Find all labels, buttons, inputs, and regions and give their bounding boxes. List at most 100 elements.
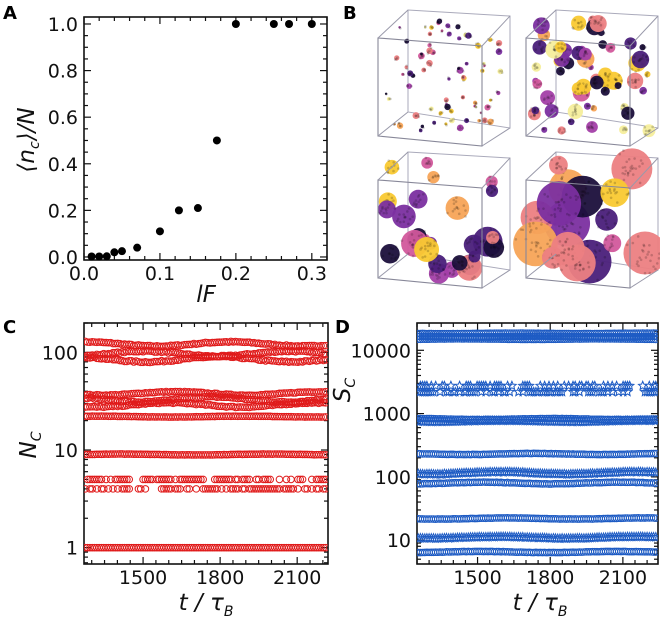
particle-shade (560, 57, 564, 61)
particle-shade (486, 105, 490, 109)
particle-shade (427, 178, 431, 182)
particle-shade (647, 250, 650, 254)
cluster (404, 38, 410, 44)
particle-shade (461, 70, 465, 73)
particle-shade (565, 193, 568, 196)
cluster (446, 31, 452, 37)
particle-shade (431, 176, 435, 179)
particle-shade (556, 262, 560, 266)
cluster-body (487, 118, 494, 125)
particle-shade (606, 234, 610, 237)
particle-shade (623, 165, 627, 169)
cluster-body (472, 100, 478, 105)
particle-shade (483, 63, 487, 67)
cluster-body (420, 124, 425, 129)
panel-c-data-point (120, 485, 129, 493)
particle-shade (420, 55, 423, 59)
cluster (621, 106, 635, 121)
particle-shade (464, 209, 467, 212)
particle-shade (559, 209, 562, 213)
particle-shade (561, 70, 565, 74)
panel-c-data-point (317, 475, 325, 484)
particle-shade (624, 169, 628, 173)
panel-c-data-point (321, 341, 328, 350)
particle-shade (537, 107, 540, 111)
panel-a-series (87, 19, 316, 261)
particle-shade (646, 253, 649, 256)
cluster-body (417, 52, 425, 60)
particle-shade (589, 29, 592, 33)
particle-shade (462, 79, 465, 82)
cluster (619, 125, 628, 135)
cluster (396, 121, 404, 129)
particle-shade (563, 248, 567, 252)
particle-shade (392, 169, 395, 173)
particle-shade (585, 239, 589, 243)
particle-shade (482, 62, 485, 66)
particle-shade (557, 46, 561, 50)
particle-shade (574, 110, 577, 113)
particle-shade (634, 167, 638, 170)
panel-c-data-point (264, 475, 272, 484)
particle-shade (560, 198, 563, 202)
particle-shade (571, 245, 575, 248)
cluster (443, 97, 449, 103)
cluster (495, 47, 503, 55)
panel-c-data-point (312, 348, 321, 357)
particle-shade (429, 33, 432, 36)
panel-c-data-point (123, 485, 131, 493)
particle-shade (537, 83, 541, 86)
particle-shade (610, 238, 614, 241)
panel-c-data-point (321, 398, 328, 407)
particle-shade (606, 213, 609, 216)
particle-shade (471, 260, 474, 264)
particle-shade (421, 124, 424, 127)
particle-shade (562, 200, 566, 204)
panel-c-data-point (123, 475, 131, 484)
particle-shade (434, 273, 438, 277)
particle-shade (585, 83, 588, 86)
panel-letter-a: A (3, 3, 17, 24)
cluster-body (457, 36, 462, 41)
particle-shade (579, 20, 583, 24)
particle-shade (460, 260, 463, 263)
particle-shade (393, 207, 397, 210)
panel-c-data-point (294, 475, 302, 484)
particle-shade (435, 252, 439, 256)
particle-shade (429, 273, 433, 276)
panel-d-series (417, 335, 658, 344)
particle-shade (597, 33, 601, 36)
particle-shade (556, 58, 560, 61)
particle-shade (490, 233, 494, 236)
particle-shade (432, 51, 435, 55)
particle-shade (471, 254, 475, 258)
particle-shade (603, 243, 606, 247)
particle-shade (477, 246, 481, 249)
particle-shade (447, 32, 451, 35)
particle-shade (486, 105, 490, 109)
panel-c-data-point (88, 353, 97, 362)
particle-shade (638, 165, 641, 168)
particle-shade (423, 26, 427, 29)
particle-shade (493, 188, 497, 192)
panel-d-data-point (504, 386, 516, 397)
particle-shade (575, 47, 579, 51)
particle-shade (528, 222, 531, 226)
panel-d-series (417, 547, 658, 557)
cluster (420, 52, 423, 57)
particle-shade (613, 222, 617, 225)
cube-edge (481, 269, 511, 289)
particle-shade (629, 166, 632, 169)
particle-shade (563, 60, 566, 64)
cluster (541, 126, 548, 133)
particle-shade (448, 106, 452, 110)
particle-shade (420, 246, 423, 250)
particle-shade (568, 213, 571, 217)
particle-shade (458, 125, 462, 128)
particle-shade (645, 73, 649, 76)
chart-layer: 0.0 0.1 0.2 0.3 0.0 0.2 0.4 0.6 0.8 1.0 1500 1800 21… (42, 9, 660, 589)
particle-shade (560, 177, 564, 181)
panel-d-data-point (649, 449, 658, 458)
particle-shade (478, 119, 482, 122)
particle-shade (541, 127, 545, 131)
